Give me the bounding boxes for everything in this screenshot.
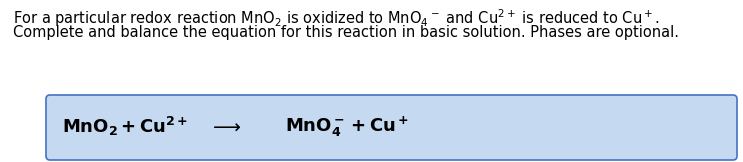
Text: Complete and balance the equation for this reaction in basic solution. Phases ar: Complete and balance the equation for th… xyxy=(13,24,679,40)
Text: $\mathbf{MnO_4^- + Cu^+}$: $\mathbf{MnO_4^- + Cu^+}$ xyxy=(285,114,409,139)
Text: For a particular redox reaction MnO$_2$ is oxidized to MnO$_4$$^-$ and Cu$^{2+}$: For a particular redox reaction MnO$_2$ … xyxy=(13,7,660,29)
Text: $\longrightarrow$: $\longrightarrow$ xyxy=(209,117,241,136)
Text: $\mathbf{MnO_2 + Cu^{2+}}$: $\mathbf{MnO_2 + Cu^{2+}}$ xyxy=(62,115,188,138)
FancyBboxPatch shape xyxy=(46,95,737,160)
